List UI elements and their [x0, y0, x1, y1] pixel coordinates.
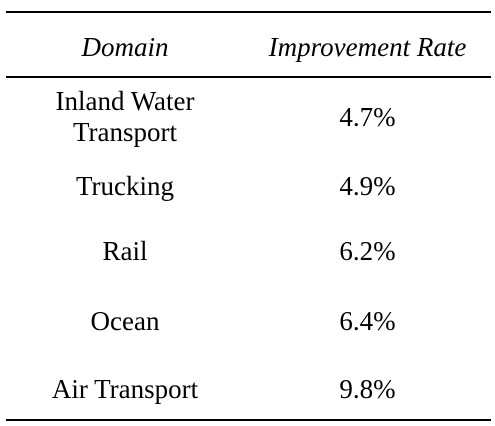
cell-domain-ocean: Ocean [90, 305, 160, 336]
header-improvement-rate: Improvement Rate [268, 31, 467, 62]
bottom-rule [6, 419, 491, 421]
domain-text: Inland Water Transport [55, 86, 195, 147]
cell-rate-rail: 6.2% [339, 235, 396, 266]
top-rule [6, 11, 491, 13]
cell-domain-rail: Rail [102, 235, 148, 266]
header-domain: Domain [81, 31, 169, 62]
header-rule [6, 76, 491, 78]
cell-domain-trucking: Trucking [75, 170, 175, 201]
cell-domain-inland-water-transport: Inland Water Transport [6, 84, 244, 150]
cell-domain-air-transport: Air Transport [51, 373, 199, 404]
cell-rate-air-transport: 9.8% [339, 373, 396, 404]
cell-rate-inland-water-transport: 4.7% [339, 101, 396, 132]
cell-rate-trucking: 4.9% [339, 170, 396, 201]
cell-rate-ocean: 6.4% [339, 305, 396, 336]
